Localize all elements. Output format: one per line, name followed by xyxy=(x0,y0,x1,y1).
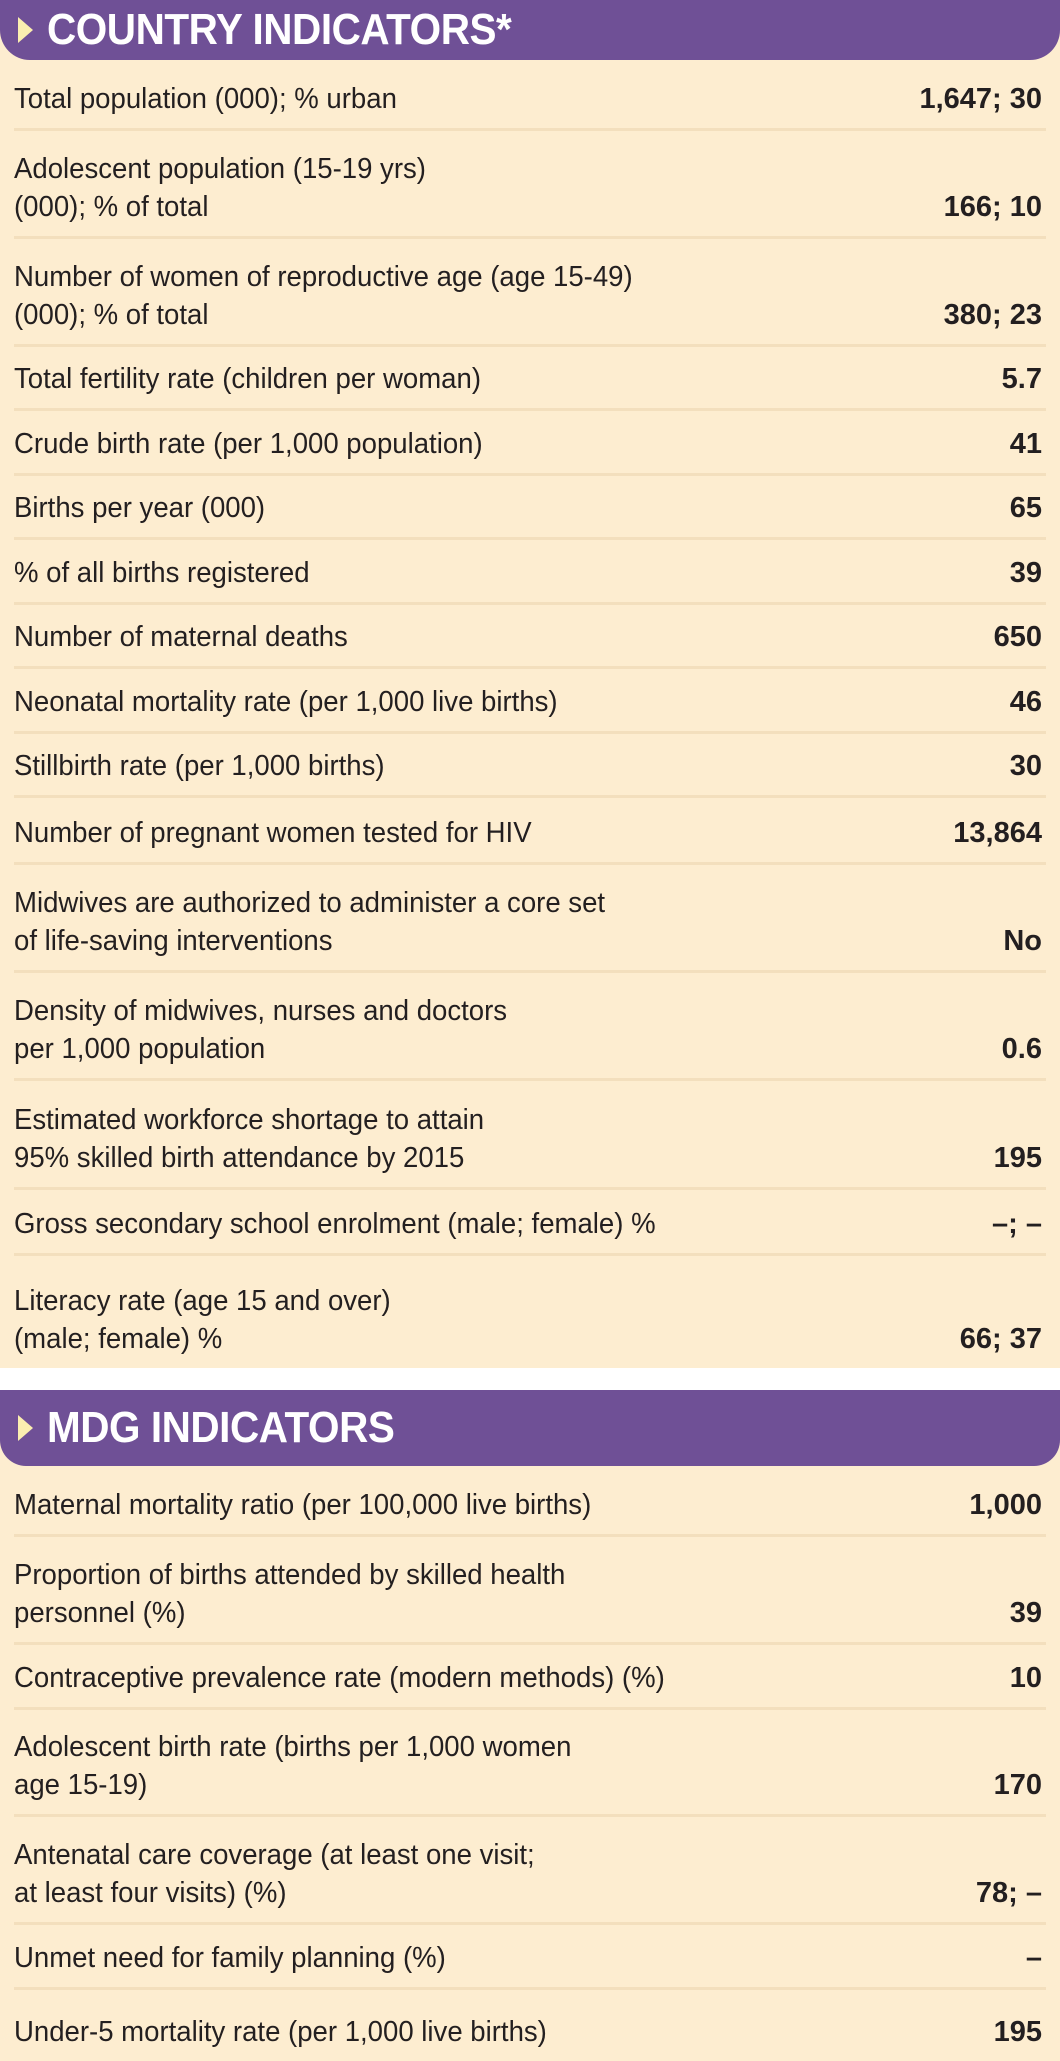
indicator-row: Antenatal care coverage (at least one vi… xyxy=(14,1817,1046,1925)
indicator-row: Contraceptive prevalence rate (modern me… xyxy=(14,1645,1046,1710)
indicator-value: 46 xyxy=(1009,686,1042,718)
indicator-value: 166; 10 xyxy=(943,191,1042,223)
indicator-value: 1,000 xyxy=(969,1489,1042,1521)
indicator-label: Midwives are authorized to administer a … xyxy=(14,887,606,957)
indicator-value: 1,647; 30 xyxy=(919,83,1042,115)
indicator-value: 30 xyxy=(1009,750,1042,782)
indicator-label: Unmet need for family planning (%) xyxy=(14,1942,446,1974)
indicator-row: Midwives are authorized to administer a … xyxy=(14,865,1046,973)
indicator-row: Crude birth rate (per 1,000 population) 4… xyxy=(14,411,1046,476)
indicator-row: Number of women of reproductive age (age… xyxy=(14,239,1046,347)
indicator-label: Crude birth rate (per 1,000 population) xyxy=(14,428,483,460)
indicator-value: 66; 37 xyxy=(959,1323,1042,1355)
indicator-value: 380; 23 xyxy=(943,299,1042,331)
triangle-arrow-icon xyxy=(18,17,33,43)
indicator-value: 41 xyxy=(1009,428,1042,460)
indicator-row: Number of pregnant women tested for HIV 1… xyxy=(14,798,1046,865)
indicator-label: Gross secondary school enrolment (male; … xyxy=(14,1208,656,1240)
triangle-arrow-icon xyxy=(18,1415,33,1441)
indicator-value: 13,864 xyxy=(953,817,1042,849)
indicator-value: 5.7 xyxy=(1001,363,1042,395)
indicator-label: Estimated workforce shortage to attain 9… xyxy=(14,1104,485,1174)
indicator-value: 170 xyxy=(993,1769,1042,1801)
indicator-row: Literacy rate (age 15 and over) (male; f… xyxy=(14,1256,1046,1368)
indicator-row: Total fertility rate (children per woman… xyxy=(14,347,1046,411)
indicator-label: Stillbirth rate (per 1,000 births) xyxy=(14,750,385,782)
mdg-indicators-header: MDG INDICATORS xyxy=(0,1390,1060,1466)
indicator-label: Number of maternal deaths xyxy=(14,621,348,653)
indicator-value: 39 xyxy=(1009,1597,1042,1629)
indicator-label: Antenatal care coverage (at least one vi… xyxy=(14,1839,535,1909)
indicator-label: Under-5 mortality rate (per 1,000 live b… xyxy=(14,2016,547,2048)
mdg-indicators-section xyxy=(0,1390,1060,2061)
indicator-row: Estimated workforce shortage to attain 9… xyxy=(14,1081,1046,1190)
indicator-row: Under-5 mortality rate (per 1,000 live b… xyxy=(14,1990,1046,2061)
indicator-row: Maternal mortality ratio (per 100,000 li… xyxy=(14,1466,1046,1537)
indicator-row: Density of midwives, nurses and doctors … xyxy=(14,973,1046,1081)
indicator-label: Total fertility rate (children per woman… xyxy=(14,363,481,395)
indicator-label: Number of pregnant women tested for HIV xyxy=(14,817,532,849)
indicator-value: No xyxy=(1003,925,1042,957)
indicator-label: Contraceptive prevalence rate (modern me… xyxy=(14,1662,665,1694)
section-title: COUNTRY INDICATORS* xyxy=(47,5,512,54)
indicator-label: Number of women of reproductive age (age… xyxy=(14,261,633,331)
indicator-label: Births per year (000) xyxy=(14,492,266,524)
indicator-value: 650 xyxy=(993,621,1042,653)
indicator-label: Literacy rate (age 15 and over) (male; f… xyxy=(14,1285,391,1355)
indicator-row: Gross secondary school enrolment (male; … xyxy=(14,1190,1046,1256)
indicator-row: Number of maternal deaths 650 xyxy=(14,605,1046,669)
indicator-label: Total population (000); % urban xyxy=(14,83,397,115)
indicator-row: % of all births registered 39 xyxy=(14,540,1046,605)
indicator-label: Maternal mortality ratio (per 100,000 li… xyxy=(14,1489,592,1521)
indicator-label: Neonatal mortality rate (per 1,000 live … xyxy=(14,686,558,718)
indicator-row: Births per year (000) 65 xyxy=(14,476,1046,540)
indicator-row: Stillbirth rate (per 1,000 births) 30 xyxy=(14,734,1046,798)
indicator-value: – xyxy=(1025,1942,1042,1974)
indicator-value: 195 xyxy=(993,2016,1042,2048)
indicator-row: Adolescent population (15-19 yrs) (000);… xyxy=(14,131,1046,239)
indicator-value: –; – xyxy=(992,1208,1042,1240)
indicator-label: % of all births registered xyxy=(14,557,310,589)
indicator-value: 195 xyxy=(993,1142,1042,1174)
indicator-label: Density of midwives, nurses and doctors … xyxy=(14,995,508,1065)
country-indicators-header: COUNTRY INDICATORS* xyxy=(0,0,1060,60)
indicator-row: Unmet need for family planning (%) – xyxy=(14,1925,1046,1990)
indicator-label: Proportion of births attended by skilled… xyxy=(14,1559,566,1629)
indicator-value: 10 xyxy=(1009,1662,1042,1694)
indicator-value: 0.6 xyxy=(1001,1033,1042,1065)
section-title: MDG INDICATORS xyxy=(47,1403,395,1452)
indicator-value: 78; – xyxy=(975,1877,1042,1909)
indicator-label: Adolescent population (15-19 yrs) (000);… xyxy=(14,153,426,223)
indicator-row: Total population (000); % urban 1,647; 30 xyxy=(14,60,1046,131)
indicator-value: 39 xyxy=(1009,557,1042,589)
indicator-row: Proportion of births attended by skilled… xyxy=(14,1537,1046,1645)
indicator-value: 65 xyxy=(1009,492,1042,524)
indicator-label: Adolescent birth rate (births per 1,000 … xyxy=(14,1731,572,1801)
country-indicators-section xyxy=(0,0,1060,1368)
indicator-row: Neonatal mortality rate (per 1,000 live … xyxy=(14,669,1046,734)
indicator-row: Adolescent birth rate (births per 1,000 … xyxy=(14,1710,1046,1817)
